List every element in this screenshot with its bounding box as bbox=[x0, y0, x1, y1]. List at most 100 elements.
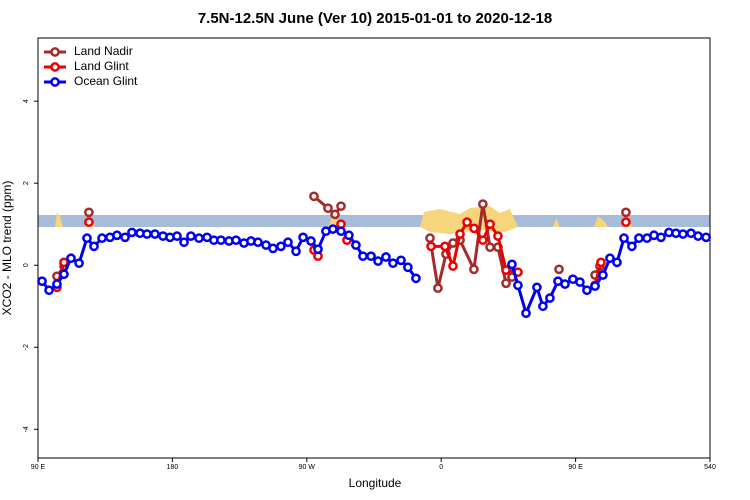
point bbox=[478, 199, 488, 209]
point bbox=[84, 217, 94, 228]
point bbox=[291, 246, 301, 257]
point bbox=[521, 308, 531, 319]
point bbox=[507, 259, 517, 270]
point bbox=[142, 229, 152, 239]
point bbox=[179, 237, 189, 248]
point bbox=[37, 276, 47, 287]
point bbox=[396, 255, 406, 266]
point bbox=[194, 233, 204, 244]
point bbox=[59, 269, 69, 280]
point bbox=[621, 207, 631, 218]
legend-label: Land Nadir bbox=[74, 44, 133, 58]
point bbox=[425, 233, 435, 244]
point bbox=[276, 241, 286, 252]
point bbox=[493, 231, 503, 241]
x-tick-label: 90 E bbox=[568, 464, 583, 471]
point bbox=[605, 253, 615, 264]
point bbox=[433, 283, 443, 294]
point bbox=[231, 235, 241, 246]
point bbox=[501, 265, 511, 275]
point bbox=[373, 256, 383, 266]
point bbox=[150, 229, 160, 239]
point bbox=[309, 191, 319, 202]
point bbox=[306, 236, 316, 246]
point bbox=[627, 241, 637, 252]
point bbox=[403, 262, 413, 273]
point bbox=[186, 231, 196, 241]
ocean-band bbox=[38, 215, 710, 227]
point bbox=[621, 217, 631, 228]
legend-label: Land Glint bbox=[74, 59, 129, 73]
y-tick-label: 2 bbox=[23, 181, 30, 185]
point bbox=[89, 241, 99, 252]
point bbox=[455, 229, 465, 239]
point bbox=[127, 227, 137, 238]
point bbox=[612, 257, 622, 268]
point bbox=[701, 232, 711, 243]
point bbox=[678, 229, 688, 239]
point bbox=[82, 233, 92, 244]
x-tick-label: 90 E bbox=[31, 464, 46, 471]
point bbox=[84, 207, 94, 218]
y-tick-label: -4 bbox=[23, 426, 30, 432]
point bbox=[598, 270, 608, 280]
point bbox=[298, 232, 308, 243]
point bbox=[462, 217, 472, 228]
point bbox=[313, 244, 323, 255]
point bbox=[216, 235, 226, 246]
point bbox=[112, 230, 122, 241]
x-axis-label: Longitude bbox=[349, 476, 402, 490]
point bbox=[120, 232, 130, 243]
plot-frame bbox=[37, 37, 711, 459]
y-tick-label: -2 bbox=[23, 344, 30, 350]
point bbox=[52, 279, 62, 289]
point bbox=[619, 233, 629, 244]
x-tick-label: 0 bbox=[439, 464, 443, 471]
point bbox=[336, 226, 346, 237]
x-tick-label: 540 bbox=[704, 464, 716, 471]
point bbox=[366, 251, 376, 262]
point bbox=[538, 301, 548, 312]
point bbox=[411, 273, 421, 284]
point bbox=[469, 264, 479, 275]
point bbox=[575, 277, 585, 287]
point bbox=[388, 258, 398, 269]
point bbox=[268, 243, 278, 254]
point bbox=[253, 237, 263, 248]
legend-marker bbox=[50, 62, 60, 72]
point bbox=[344, 230, 354, 241]
point bbox=[97, 233, 107, 244]
point bbox=[634, 233, 644, 244]
point bbox=[381, 252, 391, 262]
point bbox=[328, 224, 338, 234]
point bbox=[469, 223, 479, 234]
point bbox=[351, 240, 361, 250]
point bbox=[485, 219, 495, 230]
point bbox=[501, 278, 511, 289]
point bbox=[478, 235, 488, 246]
point bbox=[44, 285, 54, 296]
point bbox=[656, 232, 666, 243]
point bbox=[323, 203, 333, 214]
point bbox=[74, 258, 84, 269]
point bbox=[582, 285, 592, 296]
point bbox=[426, 241, 436, 252]
point bbox=[448, 261, 458, 271]
point bbox=[283, 237, 293, 248]
legend-marker bbox=[50, 77, 60, 87]
legend-marker bbox=[50, 47, 60, 57]
point bbox=[172, 231, 182, 241]
x-tick-label: 90 W bbox=[299, 464, 316, 471]
y-tick-label: 4 bbox=[23, 99, 30, 103]
point bbox=[545, 293, 555, 303]
y-axis-label: XCO2 - MLO trend (ppm) bbox=[0, 181, 14, 316]
point bbox=[513, 280, 523, 291]
point bbox=[66, 253, 76, 264]
x-tick-label: 180 bbox=[167, 464, 179, 471]
point bbox=[440, 241, 450, 252]
point bbox=[336, 201, 346, 212]
point bbox=[693, 231, 703, 241]
point bbox=[590, 281, 600, 291]
